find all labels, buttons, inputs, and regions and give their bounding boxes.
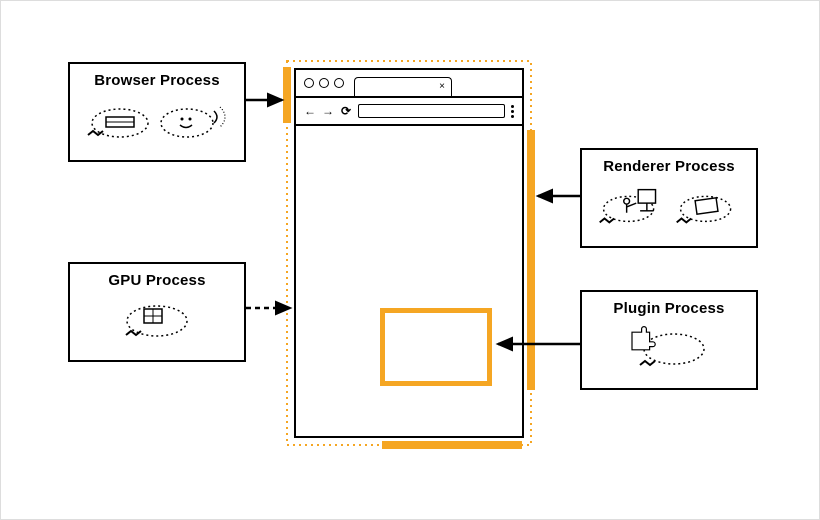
back-icon: ← <box>304 104 316 118</box>
traffic-lights <box>304 78 344 88</box>
node-label: Plugin Process <box>592 300 746 317</box>
plugin-region <box>380 308 492 386</box>
browser-tab: × <box>354 77 452 96</box>
reload-icon: ⟳ <box>340 104 352 118</box>
thread-icon <box>592 323 746 373</box>
traffic-light-icon <box>319 78 329 88</box>
thread-icon <box>592 181 746 231</box>
thread-icon <box>80 295 234 345</box>
tab-strip: × <box>296 70 522 98</box>
node-label: Browser Process <box>80 72 234 89</box>
thread-icon <box>80 95 234 145</box>
node-label: Renderer Process <box>592 158 746 175</box>
traffic-light-icon <box>304 78 314 88</box>
accent-bar <box>527 130 535 390</box>
menu-icon <box>511 105 514 118</box>
accent-bar <box>283 67 291 123</box>
browser-toolbar: ← → ⟳ <box>296 98 522 126</box>
close-icon: × <box>439 82 445 92</box>
plugin-process-node: Plugin Process <box>580 290 758 390</box>
forward-icon: → <box>322 104 334 118</box>
renderer-process-node: Renderer Process <box>580 148 758 248</box>
accent-bar <box>382 441 522 449</box>
gpu-process-node: GPU Process <box>68 262 246 362</box>
browser-process-node: Browser Process <box>68 62 246 162</box>
diagram-canvas: × ← → ⟳ Browser Process <box>0 0 820 520</box>
traffic-light-icon <box>334 78 344 88</box>
address-bar <box>358 104 505 118</box>
node-label: GPU Process <box>80 272 234 289</box>
